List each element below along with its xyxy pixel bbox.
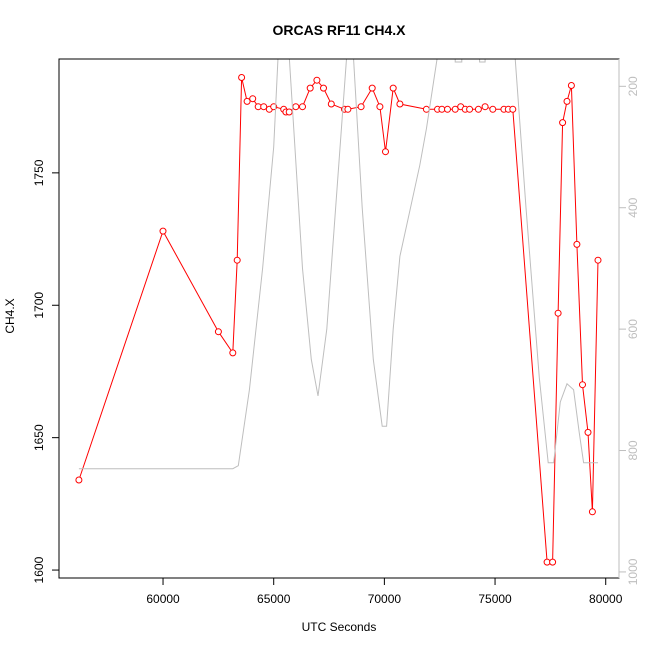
data-point [549, 558, 557, 566]
data-point [260, 103, 268, 111]
y2-tick-label: 200 [626, 76, 640, 96]
data-point [320, 84, 327, 92]
x-axis-label: UTC Seconds [302, 620, 377, 634]
data-point [489, 105, 497, 113]
data-point [451, 105, 459, 113]
data-point [214, 328, 222, 336]
y2-tick-label: 800 [626, 440, 640, 460]
data-point [243, 97, 251, 105]
data-point [567, 82, 575, 89]
data-point [368, 84, 376, 92]
y-tick-label: 1750 [32, 159, 46, 186]
data-point [75, 476, 83, 484]
data-point [327, 100, 335, 108]
x-tick-label: 80000 [589, 592, 623, 606]
data-point [376, 103, 384, 111]
data-point [481, 103, 489, 111]
y-tick-label: 1650 [32, 424, 46, 451]
data-point [584, 428, 592, 436]
data-point [159, 227, 167, 235]
data-point [306, 84, 314, 92]
data-point [396, 100, 404, 108]
axes-layer: 60000 65000 70000 75000 80000 1600 1650 1700 175… [32, 58, 640, 606]
data-point [563, 97, 571, 105]
y2-tick-label: 400 [626, 197, 640, 217]
data-point [579, 381, 586, 389]
x-tick-label: 65000 [257, 592, 291, 606]
y-axis-label: CH4.X [3, 298, 17, 333]
data-point [344, 105, 352, 113]
chart-title: ORCAS RF11 CH4.X [272, 22, 406, 38]
data-point [594, 256, 602, 264]
data-point [509, 105, 517, 113]
data-point [559, 119, 567, 127]
y2-tick-label: 600 [626, 319, 640, 339]
y2-tick-label: 1000 [626, 558, 640, 585]
data-point [389, 84, 397, 92]
data-point [554, 309, 562, 317]
y-tick-label: 1700 [32, 292, 46, 319]
x-tick-label: 70000 [368, 592, 402, 606]
data-point [299, 103, 306, 111]
data-point [382, 148, 389, 156]
data-point [474, 105, 482, 113]
data-point [422, 105, 430, 113]
secondary-series-line [78, 59, 598, 470]
y-tick-label: 1600 [32, 556, 46, 583]
data-point [292, 103, 300, 111]
data-point [229, 349, 237, 357]
primary-series-line [78, 77, 599, 563]
data-point [573, 240, 581, 248]
data-point [357, 103, 365, 111]
data-point [588, 508, 596, 516]
data-point [249, 95, 257, 103]
data-point [285, 108, 293, 116]
series-layer [75, 59, 602, 566]
x-tick-label: 75000 [478, 592, 512, 606]
x-tick-label: 60000 [146, 592, 180, 606]
data-point [444, 105, 451, 113]
data-point [233, 256, 241, 264]
data-point [238, 74, 246, 81]
data-point [466, 105, 474, 113]
data-point [313, 76, 321, 84]
